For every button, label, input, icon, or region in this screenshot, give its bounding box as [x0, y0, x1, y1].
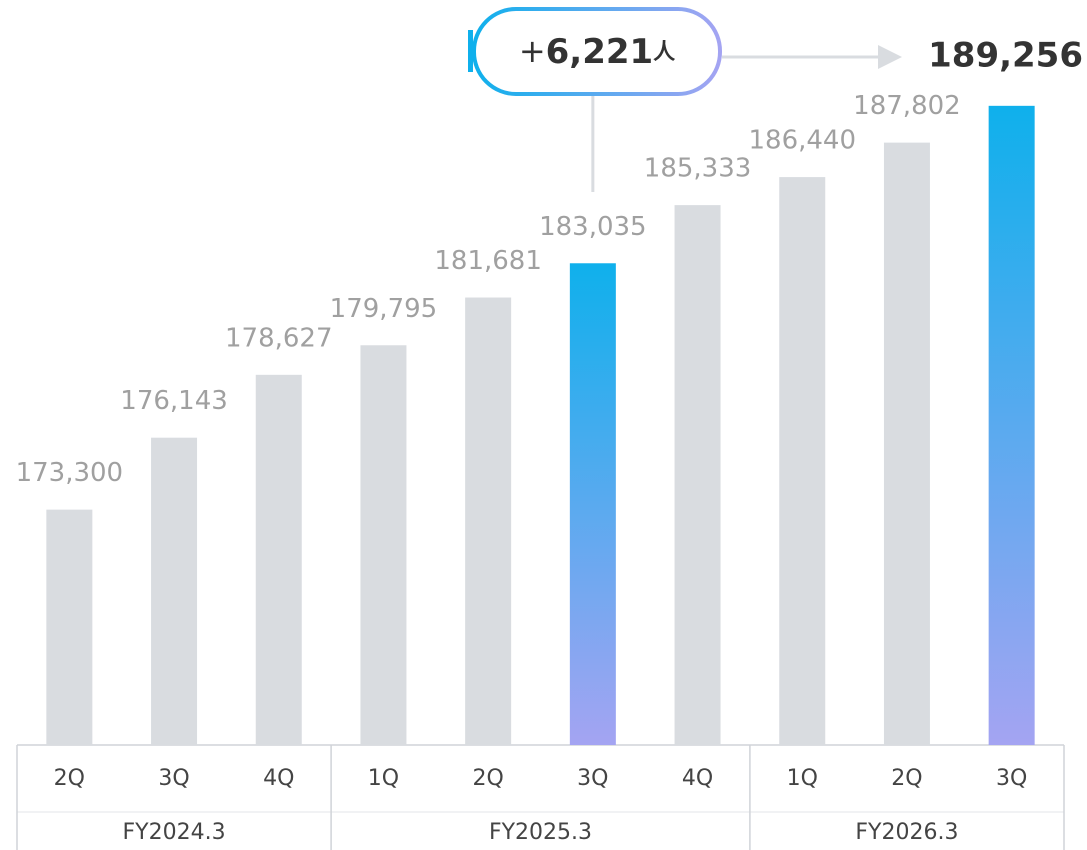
annotation-text: +6,221人 [519, 32, 675, 72]
value-label: 187,802 [853, 91, 961, 121]
annotation-accent [468, 30, 473, 72]
bar [779, 177, 826, 745]
bar [883, 142, 930, 745]
annotation-box [472, 7, 722, 96]
x-tick-label: 3Q [577, 766, 608, 791]
bar [255, 374, 302, 745]
value-label: 181,681 [434, 246, 542, 276]
value-label: 189,256 [928, 36, 1083, 76]
bar [360, 345, 407, 745]
bar [465, 297, 512, 745]
bar [151, 437, 198, 745]
bar [988, 105, 1035, 746]
value-label: 173,300 [16, 458, 124, 488]
value-label: 186,440 [748, 126, 856, 156]
x-tick-label: 4Q [263, 766, 294, 791]
x-tick-label: 4Q [682, 766, 713, 791]
annotation-amount: 6,221 [546, 32, 654, 72]
value-label: 179,795 [330, 294, 438, 324]
group-label: FY2024.3 [123, 820, 226, 845]
group-label: FY2025.3 [489, 820, 592, 845]
x-tick-label: 2Q [54, 766, 85, 791]
value-label: 176,143 [120, 386, 228, 416]
annotation-sign: + [519, 32, 546, 70]
x-tick-label: 3Q [158, 766, 189, 791]
annotation-unit: 人 [653, 40, 675, 65]
x-tick-label: 3Q [996, 766, 1027, 791]
bar [674, 205, 721, 746]
x-tick-label: 1Q [787, 766, 818, 791]
group-label: FY2026.3 [855, 820, 958, 845]
bar [569, 263, 616, 745]
value-label: 178,627 [225, 323, 333, 353]
arrow-head [878, 45, 902, 69]
x-tick-label: 2Q [891, 766, 922, 791]
value-label: 183,035 [539, 212, 647, 242]
value-label: 185,333 [644, 154, 752, 184]
x-tick-label: 2Q [472, 766, 503, 791]
bar [46, 509, 93, 745]
x-tick-label: 1Q [368, 766, 399, 791]
